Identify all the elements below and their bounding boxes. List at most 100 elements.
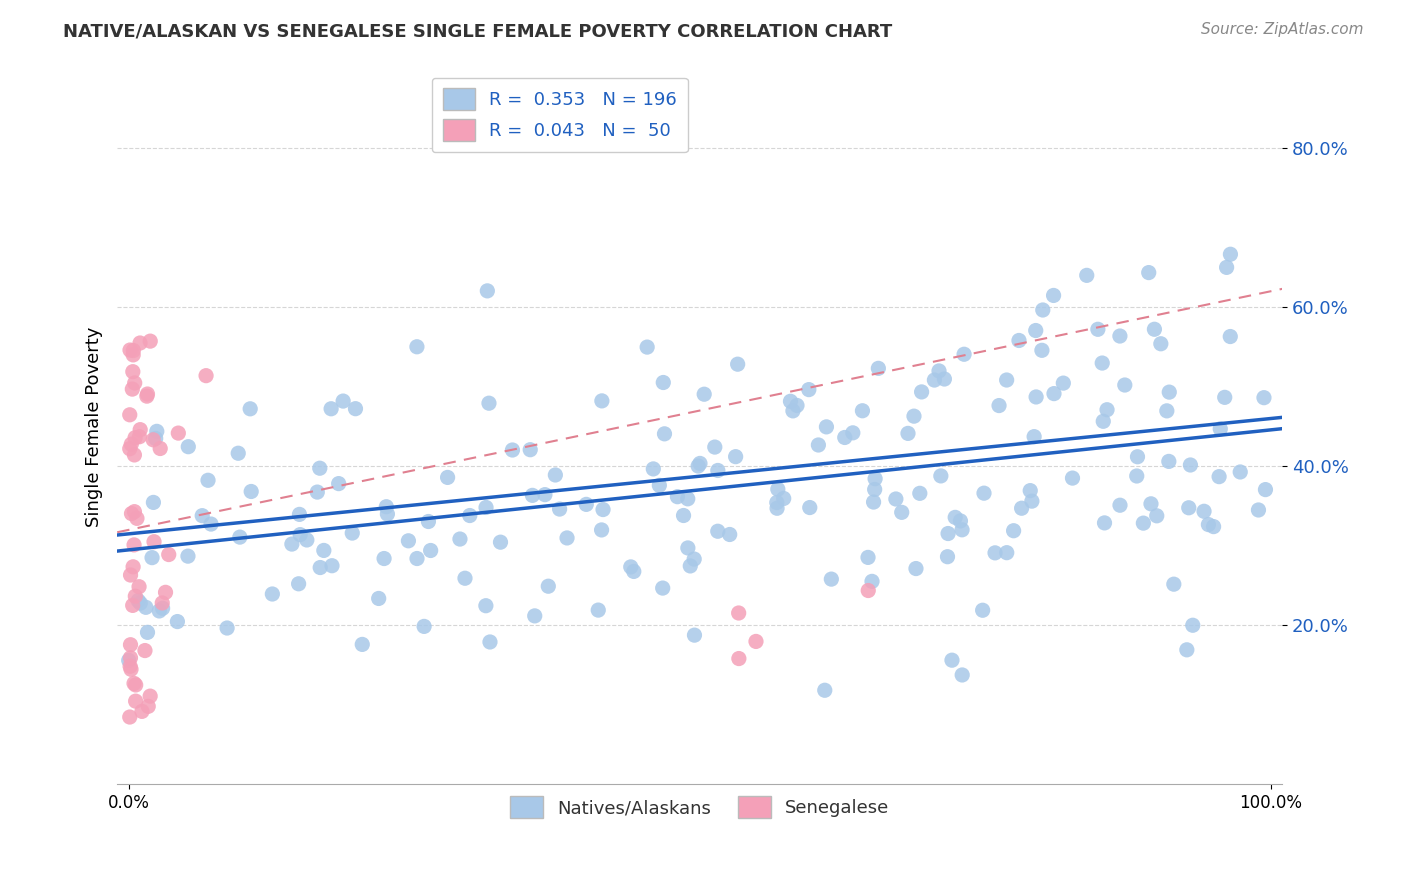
Point [544, 467, 567, 482]
Point [157, 548, 180, 562]
Point [149, 442, 172, 456]
Point [120, 437, 142, 451]
Point [1159, 385, 1181, 400]
Point [1137, 266, 1160, 280]
Point [489, 535, 512, 549]
Point [1062, 471, 1084, 485]
Point [1076, 268, 1098, 283]
Point [1150, 336, 1173, 351]
Point [118, 442, 141, 456]
Point [458, 508, 481, 523]
Point [406, 340, 429, 354]
Point [1092, 414, 1115, 428]
Point [1157, 454, 1180, 468]
Point [936, 549, 959, 564]
Point [195, 368, 218, 383]
Point [654, 426, 676, 441]
Point [676, 541, 699, 555]
Point [120, 568, 142, 582]
Point [478, 635, 501, 649]
Point [375, 500, 398, 514]
Point [226, 446, 249, 460]
Point [910, 384, 932, 399]
Point [229, 530, 252, 544]
Point [436, 470, 458, 484]
Point [120, 650, 142, 665]
Point [842, 425, 865, 440]
Point [1229, 465, 1251, 479]
Point [118, 343, 141, 357]
Point [1140, 497, 1163, 511]
Point [1025, 324, 1047, 338]
Point [136, 625, 159, 640]
Point [124, 431, 146, 445]
Point [1180, 458, 1202, 472]
Point [478, 396, 501, 410]
Point [727, 606, 749, 620]
Point [1219, 329, 1241, 343]
Point [1146, 508, 1168, 523]
Point [139, 334, 162, 348]
Point [928, 364, 950, 378]
Point [124, 376, 146, 390]
Point [851, 403, 873, 417]
Point [591, 393, 613, 408]
Point [312, 543, 335, 558]
Point [150, 596, 173, 610]
Point [1087, 322, 1109, 336]
Point [1181, 618, 1204, 632]
Point [884, 491, 907, 506]
Point [124, 448, 146, 462]
Point [1143, 322, 1166, 336]
Point [707, 524, 730, 539]
Point [1024, 430, 1046, 444]
Point [782, 404, 804, 418]
Point [377, 507, 399, 521]
Point [332, 394, 354, 409]
Point [197, 473, 219, 487]
Point [1209, 422, 1232, 436]
Point [995, 373, 1018, 387]
Point [693, 387, 716, 401]
Point [679, 558, 702, 573]
Point [146, 425, 169, 439]
Point [772, 491, 794, 506]
Point [124, 505, 146, 519]
Point [643, 462, 665, 476]
Point [309, 560, 332, 574]
Point [240, 484, 263, 499]
Point [924, 373, 946, 387]
Point [1109, 498, 1132, 512]
Point [908, 486, 931, 500]
Point [413, 619, 436, 633]
Point [950, 668, 973, 682]
Point [592, 502, 614, 516]
Point [287, 576, 309, 591]
Point [477, 284, 499, 298]
Point [1011, 501, 1033, 516]
Point [134, 643, 156, 657]
Point [136, 387, 159, 401]
Point [941, 653, 963, 667]
Point [1247, 503, 1270, 517]
Point [814, 683, 837, 698]
Point [724, 450, 747, 464]
Point [344, 401, 367, 416]
Point [995, 546, 1018, 560]
Point [135, 600, 157, 615]
Point [953, 347, 976, 361]
Point [1219, 247, 1241, 261]
Point [475, 599, 498, 613]
Point [122, 348, 145, 362]
Point [127, 593, 149, 607]
Point [136, 699, 159, 714]
Point [689, 457, 711, 471]
Point [288, 527, 311, 541]
Point [620, 560, 643, 574]
Point [307, 485, 329, 500]
Point [1208, 469, 1230, 483]
Point [522, 488, 544, 502]
Point [863, 472, 886, 486]
Point [118, 653, 141, 667]
Point [342, 526, 364, 541]
